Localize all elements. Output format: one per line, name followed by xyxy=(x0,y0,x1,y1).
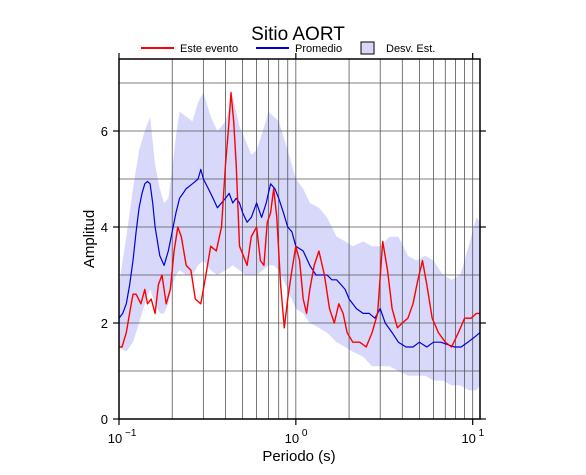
plot-frame xyxy=(118,58,481,420)
x-tick-label: 10 xyxy=(108,431,122,446)
chart-legend: Este evento Promedio Desv. Est. xyxy=(141,41,435,55)
x-tick-exponent: −1 xyxy=(125,428,137,439)
series-line-este_evento xyxy=(119,91,480,348)
x-tick-label: 10 xyxy=(285,431,299,446)
plot-area xyxy=(113,53,486,425)
x-tick-exponent: 1 xyxy=(479,428,485,439)
y-tick-label: 2 xyxy=(101,316,108,331)
x-axis-title: Periodo (s) xyxy=(262,448,335,465)
series-line-promedio xyxy=(118,168,481,348)
x-tick-label: 10 xyxy=(461,431,475,446)
legend-label-este_evento: Este evento xyxy=(180,43,238,55)
y-tick-label: 0 xyxy=(101,412,108,427)
x-tick-exponent: 0 xyxy=(302,428,308,439)
y-tick-label: 4 xyxy=(101,220,108,235)
std-dev-band-area xyxy=(119,92,480,391)
series-lines xyxy=(118,91,481,348)
legend-box-desv_est xyxy=(360,41,375,55)
y-tick-label: 6 xyxy=(101,124,108,139)
axis-ticks xyxy=(113,53,486,425)
chart-title: Sitio AORT xyxy=(251,24,345,45)
legend-label-desv_est: Desv. Est. xyxy=(386,43,435,55)
std-dev-band xyxy=(119,92,480,391)
grid-lines xyxy=(119,59,480,419)
y-axis-title: Amplitud xyxy=(81,210,98,268)
legend-label-promedio: Promedio xyxy=(295,43,342,55)
